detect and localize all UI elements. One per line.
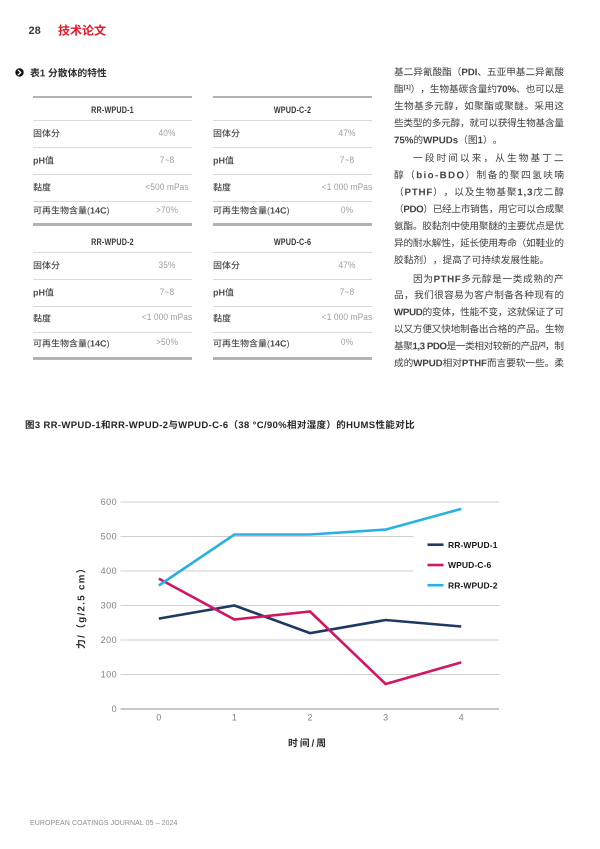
svg-text:WPUD-C-6: WPUD-C-6 <box>448 560 491 570</box>
svg-text:RR-WPUD-1: RR-WPUD-1 <box>448 540 498 550</box>
svg-text:200: 200 <box>101 635 118 645</box>
svg-text:1: 1 <box>232 713 237 723</box>
svg-text:500: 500 <box>101 532 118 542</box>
svg-text:300: 300 <box>101 601 118 611</box>
svg-text:3: 3 <box>383 713 388 723</box>
svg-text:RR-WPUD-2: RR-WPUD-2 <box>448 580 498 590</box>
svg-text:4: 4 <box>459 713 464 723</box>
svg-text:600: 600 <box>101 497 118 507</box>
svg-text:0: 0 <box>112 704 118 714</box>
svg-text:100: 100 <box>101 670 118 680</box>
svg-text:2: 2 <box>307 713 312 723</box>
svg-text:400: 400 <box>101 566 118 576</box>
svg-text:0: 0 <box>156 713 161 723</box>
